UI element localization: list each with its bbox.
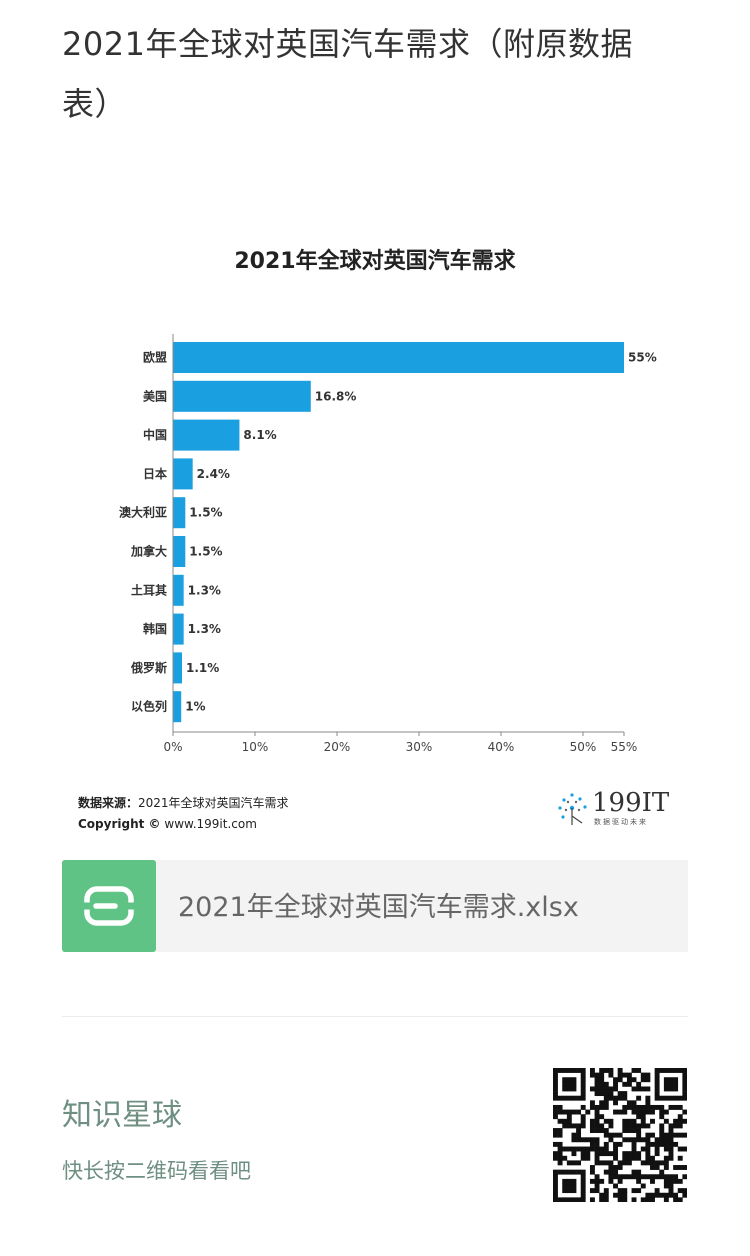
bar-2 [173,419,240,451]
category-label: 欧盟 [143,350,167,365]
knowledge-planet-title: 知识星球 [62,1098,182,1133]
dandelion-logo-icon [558,793,587,825]
source-text: 2021年全球对英国汽车需求 [138,796,289,810]
value-label: 8.1% [243,428,276,442]
value-label: 1% [185,700,205,714]
x-tick-label: 30% [406,740,433,754]
bar-3 [173,458,193,490]
divider [62,1016,688,1017]
x-tick-label: 40% [488,740,515,754]
bar-1 [173,380,311,412]
x-tick-label: 10% [242,740,269,754]
source-block: 数据来源：2021年全球对英国汽车需求 Copyright © www.199i… [78,793,289,835]
value-label: 55% [628,351,657,365]
category-label: 土耳其 [131,582,167,597]
category-label: 澳大利亚 [119,505,167,520]
value-label: 2.4% [197,467,230,481]
bar-9 [173,691,182,723]
x-tick-label: 50% [570,740,597,754]
bar-7 [173,613,184,645]
logo-text: 199IT [592,788,670,818]
value-label: 1.3% [188,622,221,636]
category-label: 中国 [143,427,167,442]
bar-5 [173,536,186,567]
category-label: 俄罗斯 [130,660,167,675]
value-label: 16.8% [315,389,357,403]
x-tick-label: 0% [163,740,182,754]
chart-card: 欧盟 55% 美国 16.8% 中国 8.1% 日本 2.4% 澳大利亚 1.5% 加拿大 1.5% 土… [62,225,688,845]
category-label: 以色列 [131,699,167,714]
knowledge-planet-subtitle: 快长按二维码看看吧 [62,1159,251,1183]
chart-title: 2021年全球对英国汽车需求 [234,249,516,274]
logo-199it: 199IT 数据驱动未来 [554,788,684,830]
category-label: 美国 [143,388,167,403]
wps-sheet-icon [62,860,156,952]
category-label: 日本 [143,466,167,481]
category-label: 韩国 [143,621,167,636]
qr-code[interactable] [553,1068,687,1202]
logo-tagline: 数据驱动未来 [594,818,648,826]
copyright-site: www.199it.com [164,817,257,831]
bar-chart: 欧盟 55% 美国 16.8% 中国 8.1% 日本 2.4% 澳大利亚 1.5% 加拿大 1.5% 土… [119,334,657,754]
value-label: 1.5% [189,506,222,520]
value-label: 1.3% [188,583,221,597]
file-name: 2021年全球对英国汽车需求.xlsx [178,892,579,923]
copyright-label: Copyright © [78,817,161,831]
article-title: 2021年全球对英国汽车需求（附原数据表） [62,25,633,123]
x-tick-label: 20% [324,740,351,754]
category-label: 加拿大 [130,544,167,559]
source-label: 数据来源： [78,796,139,810]
file-attachment-card[interactable]: 2021年全球对英国汽车需求.xlsx [62,860,688,952]
x-tick-label: 55% [611,740,638,754]
bar-0 [173,342,624,373]
value-label: 1.1% [186,661,219,675]
bar-8 [173,652,183,684]
bar-6 [173,574,184,606]
bar-4 [173,497,186,529]
value-label: 1.5% [189,545,222,559]
